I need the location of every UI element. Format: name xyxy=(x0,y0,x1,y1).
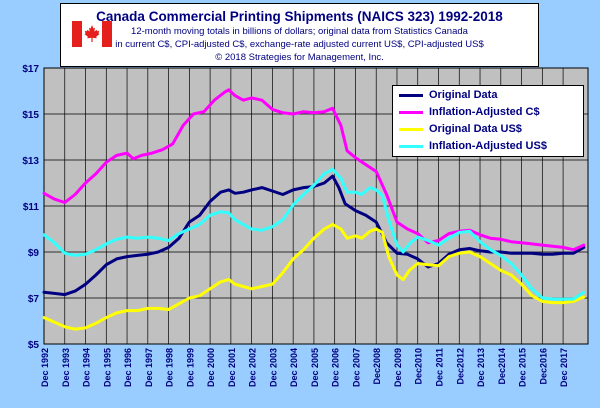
x-tick-label: Dec 2017 xyxy=(559,348,569,387)
x-tick-label: Dec 1995 xyxy=(102,348,112,387)
subtitle-line-3: © 2018 Strategies for Management, Inc. xyxy=(215,52,384,63)
x-tick-label: Dec 2009 xyxy=(393,348,403,387)
legend-swatch xyxy=(399,110,423,114)
x-tick-label: Dec2014 xyxy=(497,348,507,385)
x-tick-label: Dec 2013 xyxy=(476,348,486,387)
x-tick-label: Dec2012 xyxy=(455,348,465,385)
series-line-4 xyxy=(42,167,586,301)
x-tick-label: Dec 2011 xyxy=(435,348,445,387)
x-tick-label: Dec 1998 xyxy=(165,348,175,387)
legend-item-inflation-adjusted-usd: Inflation-Adjusted US$ xyxy=(399,138,547,154)
y-tick-label: $15 xyxy=(22,110,39,121)
subtitle-line-1: 12-month moving totals in billions of do… xyxy=(131,26,468,37)
x-tick-label: Dec 2005 xyxy=(310,348,320,387)
canada-flag-icon xyxy=(72,21,112,47)
series-line-3 xyxy=(42,222,586,331)
legend-label: Original Data US$ xyxy=(429,123,522,135)
x-tick-label: Dec 2015 xyxy=(518,348,528,387)
x-tick-label: Dec 1993 xyxy=(61,348,71,387)
subtitle-line-2: in current C$, CPI-adjusted C$, exchange… xyxy=(115,39,484,50)
x-tick-label: Dec2008 xyxy=(372,348,382,385)
series-lines xyxy=(42,88,586,331)
y-axis: $5 $7 $9 $11 $13 $15 $17 xyxy=(22,64,39,351)
legend-swatch xyxy=(399,144,423,148)
x-tick-label: Dec2016 xyxy=(538,348,548,385)
x-tick-label: Dec 2003 xyxy=(268,348,278,387)
y-tick-label: $7 xyxy=(28,294,40,305)
y-tick-label: $5 xyxy=(28,340,40,351)
legend-item-original-data: Original Data xyxy=(399,87,497,103)
x-tick-label: Dec 1996 xyxy=(123,348,133,387)
y-tick-label: $17 xyxy=(22,64,39,75)
x-tick-label: Dec 2007 xyxy=(351,348,361,387)
y-tick-label: $11 xyxy=(23,202,40,213)
chart-legend: Original Data Inflation-Adjusted C$ Orig… xyxy=(392,85,584,157)
x-tick-label: Dec 2006 xyxy=(331,348,341,387)
chart-title: Canada Commercial Printing Shipments (NA… xyxy=(96,9,503,24)
x-tick-label: Dec 2002 xyxy=(248,348,258,387)
x-tick-label: Dec 2000 xyxy=(206,348,216,387)
x-tick-label: Dec 1994 xyxy=(82,348,92,387)
legend-item-original-data-usd: Original Data US$ xyxy=(399,121,522,137)
x-axis: Dec 1992 Dec 1993 Dec 1994 Dec 1995 Dec 1996… xyxy=(40,348,569,387)
legend-swatch xyxy=(399,93,423,97)
title-box: Canada Commercial Printing Shipments (NA… xyxy=(60,3,539,67)
series-line-2 xyxy=(42,88,586,252)
y-tick-label: $13 xyxy=(22,156,39,167)
x-tick-label: Dec 1992 xyxy=(40,348,50,387)
x-tick-label: Dec 2001 xyxy=(227,348,237,387)
x-tick-label: Dec 1997 xyxy=(144,348,154,387)
legend-label: Inflation-Adjusted US$ xyxy=(429,140,547,152)
legend-label: Inflation-Adjusted C$ xyxy=(429,106,540,118)
legend-item-inflation-adjusted-cad: Inflation-Adjusted C$ xyxy=(399,104,540,120)
legend-label: Original Data xyxy=(429,89,498,101)
legend-swatch xyxy=(399,127,423,131)
x-tick-label: Dec 2004 xyxy=(289,348,299,387)
x-tick-label: Dec 1999 xyxy=(185,348,195,387)
x-tick-label: Dec2010 xyxy=(414,348,424,385)
y-tick-label: $9 xyxy=(28,248,40,259)
